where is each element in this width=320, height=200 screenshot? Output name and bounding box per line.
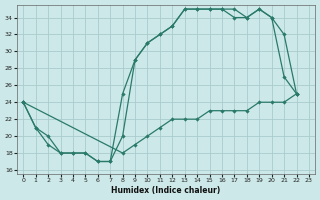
X-axis label: Humidex (Indice chaleur): Humidex (Indice chaleur) — [111, 186, 221, 195]
